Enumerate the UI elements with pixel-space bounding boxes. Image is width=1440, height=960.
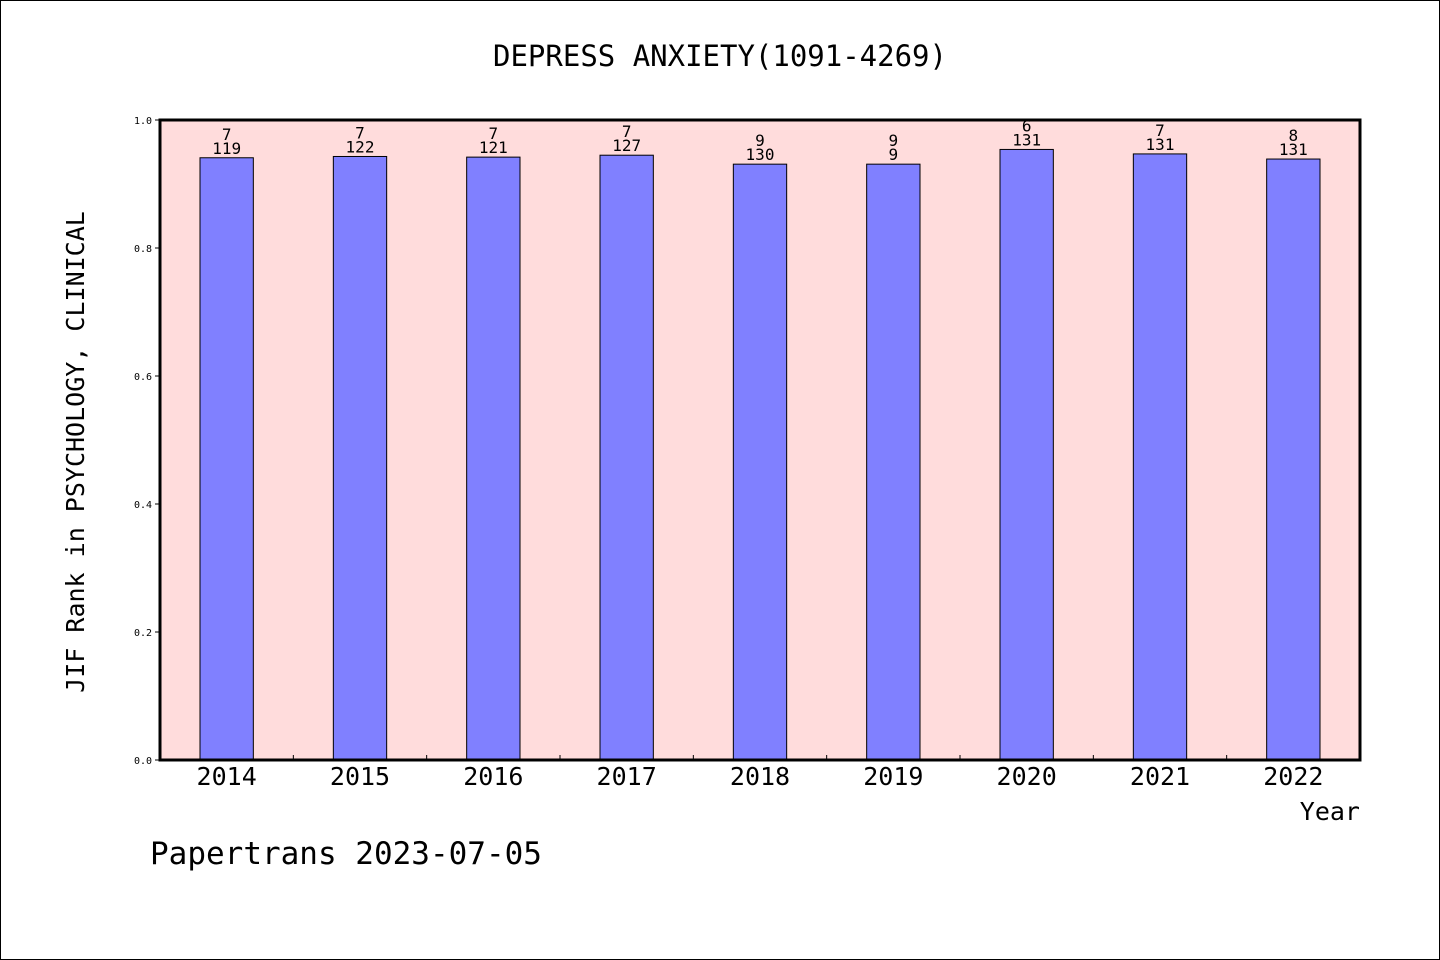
x-tick-label: 2018 <box>730 762 790 791</box>
bar-rank-label: 7 <box>1155 121 1165 140</box>
bar-rank-label: 9 <box>755 131 765 150</box>
chart-title: DEPRESS ANXIETY(1091-4269) <box>493 39 947 73</box>
bar <box>199 157 254 761</box>
x-tick-label: 2020 <box>997 762 1057 791</box>
bar-total-label: 131 <box>1279 140 1308 159</box>
bar-total-label: 121 <box>479 138 508 157</box>
bar-rank-label: 7 <box>222 125 232 144</box>
bar-total-label: 119 <box>212 139 241 158</box>
bar-rank-label: 7 <box>355 123 365 142</box>
bar-rank-label: 6 <box>1022 116 1032 135</box>
bar <box>332 155 388 761</box>
plot-border <box>158 118 1362 762</box>
y-axis-ticks: 0.0 0.2 0.4 0.6 0.8 1.0 <box>134 116 160 767</box>
bar-rank-label: 7 <box>622 122 632 141</box>
x-tick-label: 2017 <box>597 762 657 791</box>
y-tick-label: 0.0 <box>134 756 152 767</box>
bar-total-label: 122 <box>346 137 375 156</box>
bar-series <box>199 148 1321 761</box>
x-tick-label: 2014 <box>197 762 257 791</box>
y-tick-label: 0.4 <box>134 500 152 511</box>
x-tick-label: 2021 <box>1130 762 1190 791</box>
x-axis-label: Year <box>1300 797 1360 826</box>
bar-rank-label: 7 <box>489 124 499 143</box>
y-tick-label: 0.6 <box>134 372 152 383</box>
bar <box>599 154 654 761</box>
bar <box>732 163 788 761</box>
bar-total-label: 130 <box>746 145 775 164</box>
x-tick-label: 2015 <box>330 762 390 791</box>
bar <box>1266 158 1321 761</box>
x-tick-label: 2016 <box>463 762 523 791</box>
bar-rank-label: 8 <box>1289 126 1299 145</box>
bar <box>866 163 921 761</box>
bar-rank-label: 9 <box>889 131 899 150</box>
bar <box>466 156 521 761</box>
x-axis-ticks: 2014 2015 2016 2017 2018 2019 2020 2021 2022 <box>197 755 1323 791</box>
y-tick-label: 0.2 <box>134 628 152 639</box>
bar-total-label: 131 <box>1012 130 1041 149</box>
bar <box>1132 153 1188 761</box>
x-tick-label: 2022 <box>1263 762 1323 791</box>
bar-total-label: 127 <box>612 136 641 155</box>
bar-total-label: 9 <box>889 145 899 164</box>
y-tick-label: 1.0 <box>134 116 152 127</box>
footer-credit: Papertrans 2023-07-05 <box>150 836 542 872</box>
y-tick-label: 0.8 <box>134 244 152 255</box>
bar <box>999 148 1054 761</box>
bar-total-label: 131 <box>1146 135 1175 154</box>
y-axis-label: JIF Rank in PSYCHOLOGY, CLINICAL <box>61 211 90 693</box>
x-tick-label: 2019 <box>863 762 923 791</box>
